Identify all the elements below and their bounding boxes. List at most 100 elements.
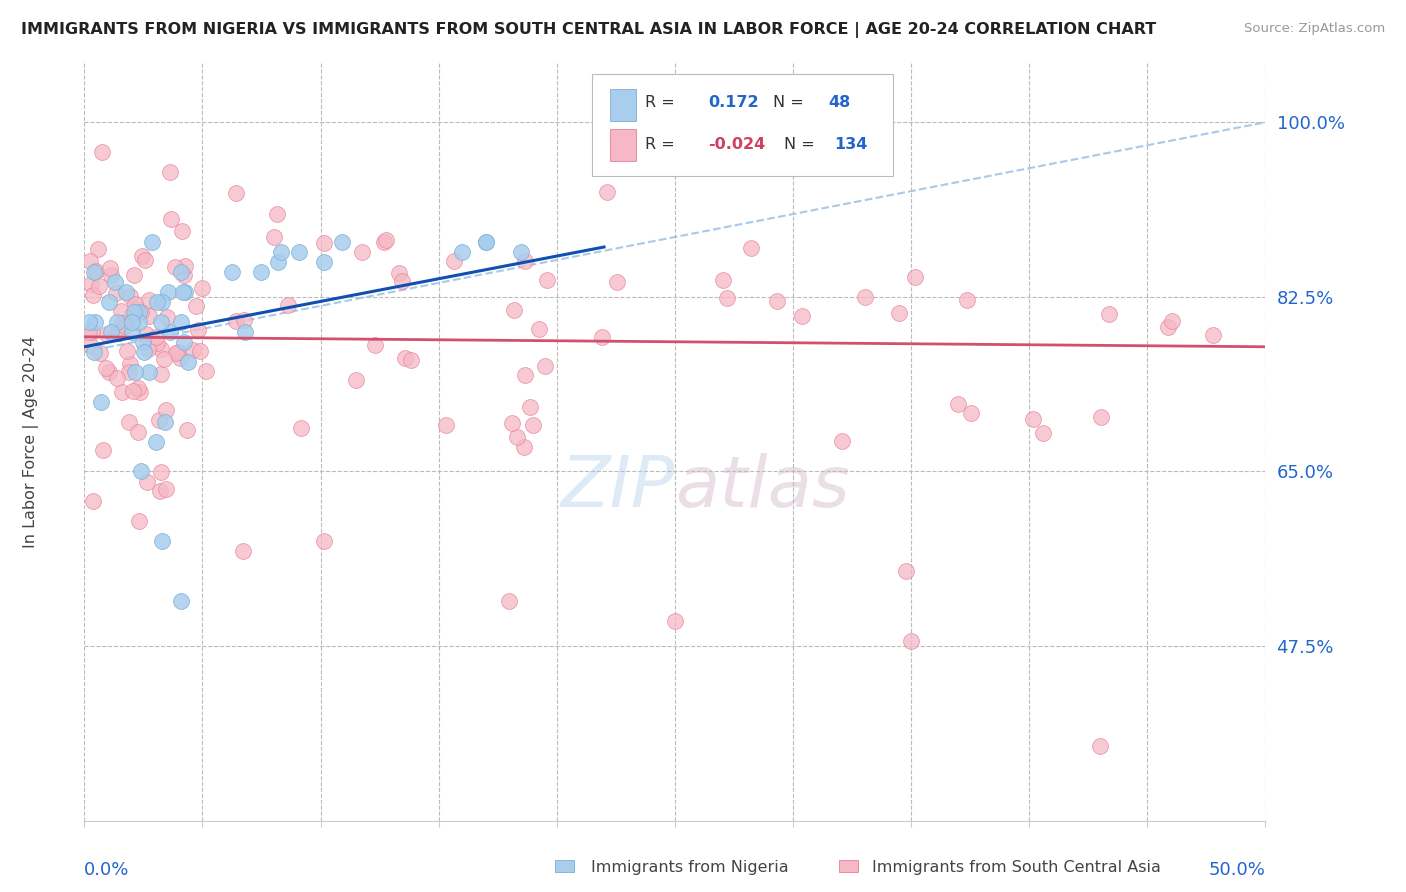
Point <box>128 305 150 319</box>
Point <box>138 293 160 308</box>
Point <box>150 342 173 356</box>
Point <box>87 243 110 257</box>
Point <box>150 315 173 329</box>
Point <box>127 425 149 439</box>
Point <box>184 299 207 313</box>
Point <box>831 434 853 448</box>
Point <box>128 315 150 329</box>
Point <box>716 291 738 305</box>
Point <box>330 235 353 249</box>
Point <box>1098 307 1121 321</box>
Point <box>170 315 193 329</box>
Point <box>352 244 374 259</box>
Text: Immigrants from Nigeria: Immigrants from Nigeria <box>591 860 789 874</box>
Point <box>131 334 153 349</box>
Point <box>900 634 922 648</box>
Point <box>263 230 285 244</box>
Point <box>1157 320 1180 334</box>
Point <box>960 406 983 420</box>
Point <box>91 145 114 160</box>
Point <box>83 344 105 359</box>
Text: N =: N = <box>773 95 804 110</box>
Point <box>110 303 132 318</box>
Point <box>117 343 139 358</box>
Point <box>141 235 163 249</box>
Point <box>498 594 520 608</box>
Point <box>173 334 195 349</box>
Point <box>118 365 141 379</box>
Point <box>790 309 813 323</box>
Point <box>122 384 145 399</box>
Point <box>107 326 129 340</box>
Point <box>127 381 149 395</box>
Point <box>170 224 193 238</box>
Point <box>82 288 104 302</box>
Point <box>145 330 167 344</box>
Point <box>344 373 367 387</box>
Point <box>94 361 117 376</box>
Text: In Labor Force | Age 20-24: In Labor Force | Age 20-24 <box>24 335 39 548</box>
Point <box>606 275 628 289</box>
Point <box>529 322 551 336</box>
Point <box>946 397 969 411</box>
Point <box>364 338 387 352</box>
Point <box>270 244 292 259</box>
Point <box>388 266 411 280</box>
Point <box>163 260 186 275</box>
Point <box>1088 739 1111 753</box>
Point <box>373 235 395 250</box>
Point <box>129 385 152 400</box>
Point <box>177 355 200 369</box>
Point <box>96 326 118 341</box>
Point <box>121 325 143 339</box>
Point <box>111 316 134 330</box>
Point <box>150 367 173 381</box>
Point <box>136 475 159 489</box>
Point <box>115 285 138 299</box>
Point <box>591 329 613 343</box>
Point <box>740 241 762 255</box>
Point <box>287 244 309 259</box>
Point <box>160 212 183 227</box>
Point <box>595 185 617 199</box>
Point <box>122 305 145 319</box>
Text: IMMIGRANTS FROM NIGERIA VS IMMIGRANTS FROM SOUTH CENTRAL ASIA IN LABOR FORCE | A: IMMIGRANTS FROM NIGERIA VS IMMIGRANTS FR… <box>21 22 1156 38</box>
Point <box>232 313 254 327</box>
Point <box>169 351 191 365</box>
Point <box>451 244 474 259</box>
Point <box>167 345 190 359</box>
Point <box>125 302 148 317</box>
Point <box>150 294 173 309</box>
Point <box>312 235 335 250</box>
FancyBboxPatch shape <box>592 74 893 177</box>
Point <box>513 254 536 268</box>
Point <box>501 416 523 430</box>
Point <box>131 249 153 263</box>
Point <box>129 465 152 479</box>
Point <box>156 310 179 325</box>
Text: Source: ZipAtlas.com: Source: ZipAtlas.com <box>1244 22 1385 36</box>
Bar <box>610 89 636 120</box>
Text: 48: 48 <box>828 95 851 110</box>
Point <box>121 308 143 322</box>
Point <box>149 484 172 499</box>
Point <box>475 235 498 249</box>
Point <box>176 423 198 437</box>
Point <box>713 273 735 287</box>
Point <box>510 244 533 259</box>
Text: R =: R = <box>645 95 675 110</box>
Bar <box>839 860 858 872</box>
Point <box>80 277 103 291</box>
Point <box>98 260 121 275</box>
Point <box>152 351 174 366</box>
Point <box>83 315 105 329</box>
Point <box>1202 328 1225 343</box>
Point <box>155 403 177 417</box>
Point <box>82 494 104 508</box>
Point <box>138 309 160 323</box>
Point <box>266 207 288 221</box>
Point <box>174 259 197 273</box>
Point <box>118 357 141 371</box>
Point <box>100 268 122 282</box>
Point <box>117 415 139 429</box>
